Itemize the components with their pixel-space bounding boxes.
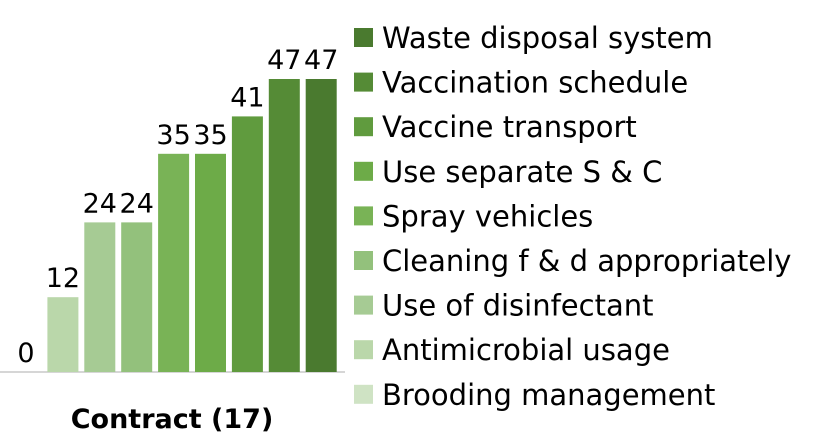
- bar: [121, 222, 153, 372]
- data-label: 35: [193, 120, 227, 151]
- bar: [231, 116, 263, 372]
- data-label: 24: [120, 188, 154, 219]
- x-tick-label: Contract (17): [71, 404, 274, 435]
- data-label: 47: [304, 45, 338, 76]
- legend-swatch: [354, 72, 373, 92]
- legend-label: Antimicrobial usage: [382, 333, 670, 367]
- data-label: 12: [46, 263, 80, 294]
- legend-label: Vaccination schedule: [382, 66, 688, 100]
- data-label: 41: [230, 82, 264, 113]
- legend-label: Waste disposal system: [382, 21, 713, 55]
- legend-swatch: [354, 251, 373, 270]
- bar: [158, 153, 190, 372]
- data-label: 24: [83, 188, 117, 219]
- legend-swatch: [354, 117, 373, 137]
- data-label: 35: [156, 120, 190, 151]
- legend-label: Use separate S & C: [382, 155, 662, 189]
- legend-label: Vaccine transport: [382, 110, 637, 144]
- legend-label: Use of disinfectant: [382, 289, 653, 323]
- legend-swatch: [354, 384, 373, 404]
- legend-swatch: [354, 295, 373, 315]
- bar: [305, 79, 337, 372]
- bar: [47, 297, 79, 372]
- legend-label: Spray vehicles: [382, 199, 593, 233]
- legend-swatch: [354, 28, 373, 47]
- bar: [195, 153, 226, 372]
- legend-swatch: [354, 161, 373, 181]
- data-label: 0: [17, 338, 34, 369]
- legend-swatch: [354, 340, 373, 360]
- legend-label: Brooding management: [382, 378, 715, 412]
- legend-label: Cleaning f & d appropriately: [382, 244, 791, 278]
- bar: [84, 222, 116, 372]
- bar: [268, 79, 300, 372]
- data-label: 47: [267, 45, 301, 76]
- legend-swatch: [354, 206, 373, 226]
